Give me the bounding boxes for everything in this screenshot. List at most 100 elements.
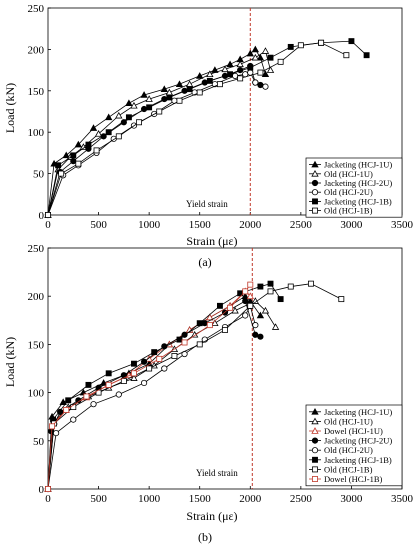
data-point-a-0 [89,124,98,131]
data-point-a-4 [146,104,153,111]
data-point-a-1 [130,101,138,109]
x-tick-label-a: 1000 [138,219,161,231]
data-point-b-5 [85,381,92,388]
data-point-b-5 [196,320,203,327]
data-point-b-7 [242,288,249,295]
y-axis-label-a: Load (kN) [3,83,17,133]
data-point-b-7 [83,393,90,400]
data-point-a-0 [105,113,113,121]
data-point-a-4 [206,77,213,84]
legend-swatch-marker-b [311,437,319,444]
panel-caption-a: (a) [198,255,211,269]
y-tick-label-b: 250 [28,243,45,255]
data-point-a-0 [175,80,184,87]
legend-entry-b: Old (HCJ-1U) [324,416,373,426]
data-point-b-1 [211,319,219,326]
data-point-b-4 [115,391,122,398]
data-point-a-5 [216,81,223,88]
legend-swatch-marker-b [311,427,319,434]
x-tick-label-a: 3500 [391,219,414,231]
y-tick-label-a: 250 [28,3,45,15]
x-tick-label-a: 0 [45,219,51,231]
data-point-a-5 [343,52,350,59]
legend-swatch-marker-b [312,456,318,463]
data-point-b-6 [171,353,178,359]
x-tick-label-a: 1500 [189,219,212,231]
data-point-a-3 [247,69,254,76]
data-point-b-7 [63,407,70,413]
y-tick-label-b: 0 [39,484,45,496]
data-point-a-3 [232,72,239,79]
data-point-b-6 [338,296,345,303]
x-axis-label-b: Strain (με) [186,509,237,523]
x-tick-label-b: 0 [45,493,51,505]
data-point-b-4 [90,401,97,408]
data-point-a-0 [256,53,265,61]
legend-box-a [305,157,403,218]
legend-swatch-marker-b [311,407,319,415]
data-point-a-4 [348,38,355,45]
data-point-a-5 [257,69,264,76]
legend-entry-a: Jacketing (HCJ-2U) [324,178,392,188]
x-tick-label-b: 1000 [138,493,161,505]
data-point-b-3 [252,331,259,338]
data-point-a-1 [115,111,123,119]
x-tick-label-b: 2500 [290,493,313,505]
data-point-a-0 [140,91,148,98]
data-point-a-0 [160,85,168,92]
legend-swatch-marker-a [311,179,319,187]
yield-strain-label-a: Yield strain [186,199,228,209]
series-line-a-5 [47,42,347,216]
data-point-a-5 [277,58,284,65]
data-point-b-4 [140,379,148,387]
data-point-a-0 [62,151,70,159]
y-tick-label-a: 100 [28,127,45,139]
plot-frame-b [47,247,403,490]
y-tick-label-b: 50 [33,436,45,448]
data-point-a-5 [115,133,122,140]
data-point-a-1 [94,130,103,137]
data-point-a-4 [105,129,112,136]
data-point-b-4 [242,312,249,319]
data-point-a-5 [58,170,65,177]
data-point-a-1 [145,95,153,102]
data-point-b-7 [181,339,188,346]
legend-entry-a: Old (HCJ-1U) [324,169,373,179]
data-point-a-5 [176,97,183,104]
data-point-b-2 [206,313,214,321]
data-point-b-5 [216,302,223,309]
data-point-a-4 [166,94,173,101]
x-tick-label-b: 2000 [239,493,262,505]
data-point-a-0 [261,70,270,78]
data-point-a-5 [156,108,163,115]
chart-panel-b: Load (kN) Strain (με) Yield strain (b) 0… [3,243,414,544]
data-point-a-4 [267,54,274,61]
data-point-a-4 [55,162,62,169]
data-point-b-3 [201,320,208,327]
data-point-b-5 [151,349,158,356]
data-point-b-5 [257,283,264,290]
data-point-a-4 [247,64,254,71]
legend-entry-a: Old (HCJ-1B) [324,206,373,216]
data-point-a-4 [287,43,294,50]
yield-strain-label-b: Yield strain [196,468,238,478]
x-axis-label-a: Strain (με) [186,234,237,248]
data-point-b-2 [246,292,254,300]
data-point-b-6 [267,288,274,295]
legend-entry-b: Dowel (HCJ-1B) [324,474,382,484]
chart-panel-a: Load (kN) Strain (με) Yield strain (a) 0… [3,3,414,269]
data-point-a-1 [266,66,275,73]
data-point-b-4 [70,416,77,423]
data-point-b-6 [222,326,228,333]
y-tick-label-b: 150 [28,339,45,351]
data-point-b-5 [65,397,72,404]
x-tick-label-a: 2000 [239,219,262,231]
y-tick-label-a: 200 [28,44,45,56]
data-point-b-6 [196,341,203,348]
data-point-b-7 [206,322,213,329]
x-tick-label-a: 500 [90,219,107,231]
legend-entry-a: Old (HCJ-2U) [324,187,373,197]
x-tick-label-a: 2500 [290,219,313,231]
data-point-b-6 [247,302,254,309]
